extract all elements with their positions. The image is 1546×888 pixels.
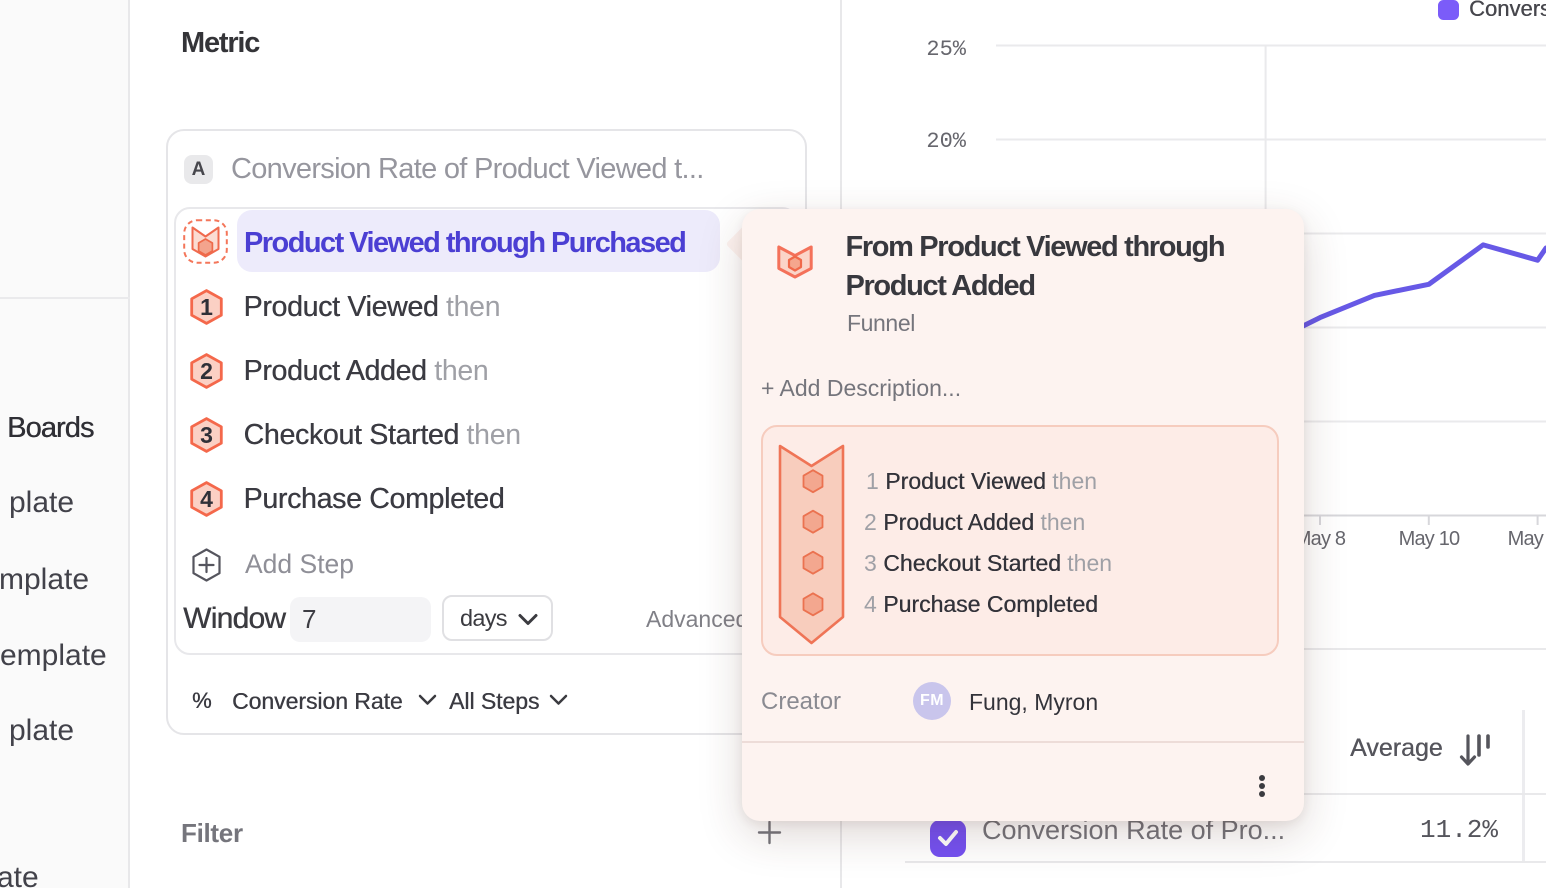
svg-text:1: 1 xyxy=(200,294,213,320)
svg-text:4: 4 xyxy=(200,486,213,512)
svg-text:3: 3 xyxy=(200,422,213,448)
svg-text:2: 2 xyxy=(200,358,213,384)
